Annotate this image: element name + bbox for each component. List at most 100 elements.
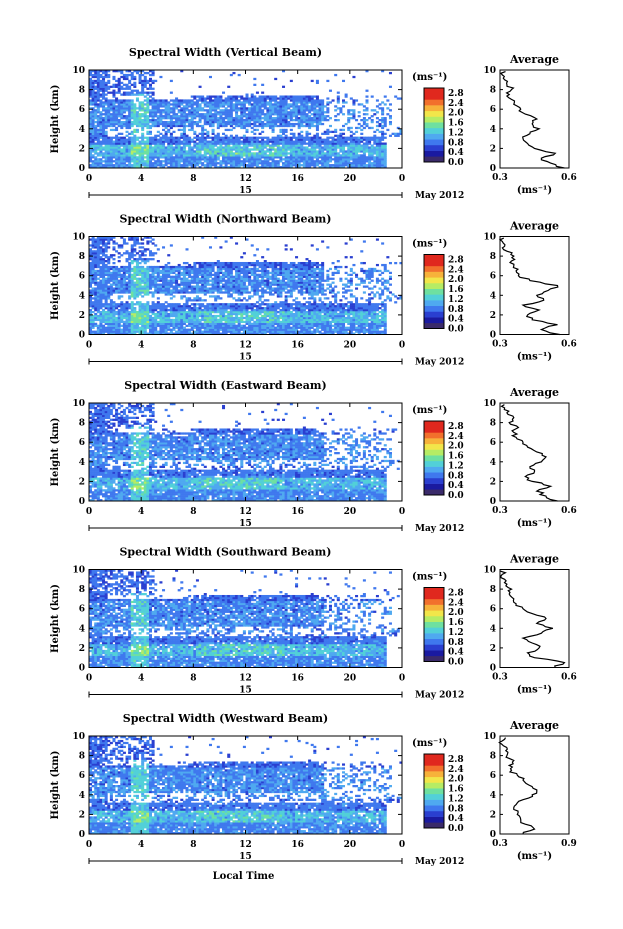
heatmap-cell [141, 287, 145, 290]
heatmap-cell [172, 326, 176, 329]
heatmap-cell [315, 128, 319, 132]
heatmap-cell [169, 320, 173, 324]
heatmap-cell [308, 162, 312, 165]
heatmap-cell [214, 156, 218, 159]
heatmap-cell [268, 97, 272, 100]
x-tick-label: 0 [399, 174, 405, 184]
heatmap-cell [180, 279, 184, 282]
heatmap-cell [99, 295, 103, 298]
heatmap-cell [279, 103, 283, 106]
heatmap-cell [318, 162, 322, 165]
heatmap-cell [94, 95, 98, 98]
colorbar-segment [424, 133, 444, 140]
heatmap-cell [198, 138, 202, 141]
heatmap-cell [328, 136, 332, 139]
heatmap-cell [138, 310, 142, 314]
heatmap-cell [143, 148, 147, 151]
heatmap-cell [159, 271, 163, 275]
heatmap-cell [107, 242, 111, 245]
heatmap-cell [102, 117, 106, 120]
heatmap-cell [96, 330, 100, 333]
heatmap-cell [201, 115, 205, 118]
heatmap-cell [141, 265, 145, 269]
heatmap-cell [172, 140, 176, 143]
heatmap-cell [177, 144, 181, 147]
heatmap-cell [94, 150, 98, 153]
heatmap-cell [91, 107, 95, 110]
heatmap-cell [135, 271, 139, 275]
heatmap-cell [143, 109, 147, 112]
heatmap-cell [375, 154, 379, 157]
heatmap-cell [381, 154, 385, 157]
heatmap-cell [128, 238, 132, 241]
colorbar: (ms⁻¹)0.00.40.81.21.62.02.42.8 [412, 72, 464, 168]
heatmap-cell [193, 115, 197, 118]
heatmap-cell [122, 314, 126, 318]
colorbar-tick-label: 1.2 [448, 128, 464, 138]
heatmap-cell [282, 144, 286, 147]
heatmap-cell [274, 103, 278, 106]
heatmap-cell [125, 328, 129, 331]
heatmap-cell [263, 158, 267, 161]
heatmap-cell [138, 309, 142, 312]
heatmap-cell [214, 166, 218, 169]
heatmap-cell [117, 113, 121, 116]
heatmap-cell [381, 144, 385, 147]
heatmap-cell [222, 91, 226, 94]
heatmap-cell [203, 97, 207, 100]
heatmap-cell [185, 310, 189, 314]
heatmap-cell [352, 166, 356, 169]
heatmap-cell [211, 124, 215, 128]
heatmap-cell [284, 124, 288, 128]
heatmap-cell [130, 283, 134, 286]
colorbar-segment [424, 116, 444, 123]
heatmap-cell [195, 95, 199, 98]
heatmap-cell [305, 117, 309, 120]
heatmap-cell [315, 146, 319, 149]
heatmap-cell [321, 142, 325, 145]
heatmap-cell [297, 152, 301, 155]
heatmap-cell [232, 138, 236, 141]
heatmap-cell [261, 101, 265, 104]
heatmap-cell [133, 316, 137, 320]
heatmap-cell [193, 120, 197, 124]
heatmap-cell [138, 250, 142, 253]
heatmap-cell [378, 144, 382, 147]
heatmap-cell [245, 140, 249, 143]
heatmap-cell [135, 258, 139, 261]
heatmap-cell [117, 150, 121, 153]
heatmap-cell [89, 299, 93, 302]
heatmap-cell [328, 154, 332, 157]
heatmap-cell [146, 310, 150, 314]
heatmap-cell [242, 97, 246, 100]
heatmap-cell [308, 158, 312, 161]
heatmap-cell [224, 128, 228, 132]
heatmap-cell [313, 95, 317, 98]
heatmap-cell [154, 303, 158, 306]
heatmap-cell [216, 97, 220, 100]
heatmap-cell [276, 156, 280, 159]
heatmap-cell [300, 95, 304, 98]
heatmap-cell [295, 117, 299, 120]
heatmap-cell [148, 318, 152, 322]
heatmap-cell [248, 107, 252, 110]
heatmap-cell [115, 162, 119, 165]
heatmap-cell [96, 258, 100, 261]
heatmap-cell [185, 107, 189, 110]
heatmap-cell [117, 312, 121, 316]
heatmap-cell [102, 136, 106, 139]
heatmap-cell [128, 111, 132, 114]
heatmap-cell [222, 120, 226, 124]
heatmap-cell [138, 330, 142, 333]
heatmap-cell [214, 144, 218, 147]
heatmap-cell [130, 164, 134, 167]
heatmap-cell [375, 120, 379, 124]
heatmap-cell [261, 154, 265, 157]
heatmap-cell [188, 138, 192, 141]
heatmap-cell [308, 119, 312, 122]
heatmap-cell [248, 101, 252, 104]
heatmap-cell [211, 154, 215, 157]
heatmap-cell [310, 138, 314, 141]
heatmap-cell [120, 330, 124, 333]
heatmap-cell [117, 122, 121, 126]
